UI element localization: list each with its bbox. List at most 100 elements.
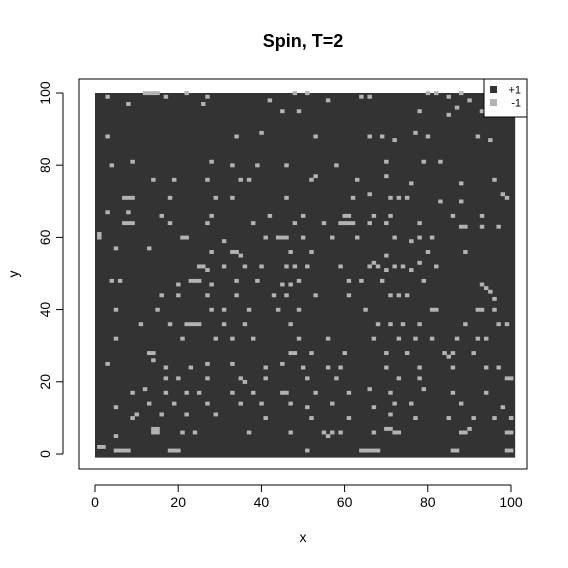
spin-cell [500, 192, 506, 197]
spin-cell [325, 434, 331, 439]
spin-cell [126, 210, 131, 215]
spin-cell [280, 390, 285, 395]
spin-cell [313, 390, 318, 395]
spin-cell [384, 351, 389, 356]
spin-cell [379, 278, 385, 283]
spin-cell [201, 102, 206, 106]
spin-cell [434, 264, 439, 269]
spin-cell [388, 426, 393, 431]
spin-cell [151, 177, 156, 182]
spin-cell [367, 134, 372, 139]
x-tick-label: 60 [337, 494, 353, 510]
spin-cell [205, 268, 210, 272]
x-tick-label: 0 [91, 494, 99, 510]
x-tick-label: 80 [420, 494, 436, 510]
spin-cell [438, 199, 443, 204]
spin-cell [130, 390, 135, 395]
spin-cell [230, 195, 235, 200]
spin-cell [342, 221, 347, 226]
spin-cell [105, 210, 110, 215]
spin-cell [259, 401, 264, 406]
spin-cell [126, 195, 131, 200]
spin-cell [184, 390, 189, 395]
spin-cell [384, 159, 389, 164]
spin-cell [450, 351, 456, 356]
legend-box [483, 78, 528, 118]
spin-cell [242, 380, 248, 384]
spin-cell [425, 91, 431, 96]
spin-cell [463, 224, 468, 229]
spin-cell [325, 98, 331, 103]
spin-cell [159, 412, 164, 417]
spin-cell [292, 351, 298, 356]
spin-cell [300, 235, 306, 240]
spin-cell [205, 177, 210, 182]
spin-cell [280, 282, 285, 287]
spin-cell [463, 322, 468, 327]
spin-cell [313, 293, 318, 298]
spin-cell [159, 213, 164, 218]
spin-cell [504, 448, 510, 453]
spin-cell [488, 138, 493, 143]
spin-cell [384, 365, 389, 370]
spin-cell [413, 130, 418, 135]
spin-cell [396, 376, 402, 381]
spin-cell [234, 250, 239, 254]
spin-cell [188, 322, 194, 327]
spin-cell [400, 322, 406, 327]
spin-cell [251, 221, 256, 226]
spin-cell [263, 235, 268, 240]
spin-cell [167, 322, 173, 327]
spin-cell [313, 174, 318, 179]
spin-cell [367, 387, 372, 392]
spin-cell [504, 430, 510, 435]
spin-cell [147, 351, 152, 356]
spin-cell [238, 376, 243, 381]
spin-cell [117, 278, 123, 283]
spin-cell [492, 307, 497, 312]
spin-cell [375, 322, 381, 327]
spin-cell [384, 174, 389, 179]
spin-cell [167, 195, 173, 200]
spin-cell [459, 91, 464, 96]
spin-cell [288, 430, 293, 435]
spin-cell [359, 94, 364, 99]
spin-cell [292, 221, 298, 226]
spin-cell [392, 264, 397, 269]
spin-cell [284, 163, 289, 168]
spin-cell [292, 264, 298, 269]
legend: +1-1 [483, 78, 528, 118]
spin-cell [221, 264, 227, 269]
spin-cell [309, 177, 314, 182]
spin-cell [196, 390, 202, 395]
spin-cell [446, 354, 451, 359]
spin-cell [147, 91, 152, 96]
spin-cell [130, 195, 135, 200]
spin-cell [483, 336, 489, 341]
spin-cell [180, 336, 185, 341]
spin-cell [338, 430, 343, 435]
spin-cell [288, 282, 293, 287]
spin-cell [379, 134, 385, 139]
spin-cell [396, 336, 402, 341]
spin-cell [134, 412, 139, 417]
spin-cell [367, 192, 372, 197]
spin-cell [404, 293, 410, 298]
spin-cell [259, 130, 264, 135]
spin-cell [467, 426, 472, 431]
spin-cell [375, 264, 381, 269]
x-axis: 0 20 40 60 80 100 [91, 484, 523, 510]
spin-cell [454, 336, 460, 341]
spin-cell [126, 102, 131, 106]
spin-cell [97, 235, 102, 240]
spin-cell [176, 293, 181, 298]
spin-cell [371, 213, 377, 218]
spin-cell [176, 448, 181, 453]
spin-cell [163, 94, 169, 99]
spin-cell [404, 351, 410, 356]
spin-cell [409, 401, 414, 406]
spin-cell [147, 401, 152, 406]
spin-cell [479, 213, 485, 218]
spin-cell [429, 336, 435, 341]
